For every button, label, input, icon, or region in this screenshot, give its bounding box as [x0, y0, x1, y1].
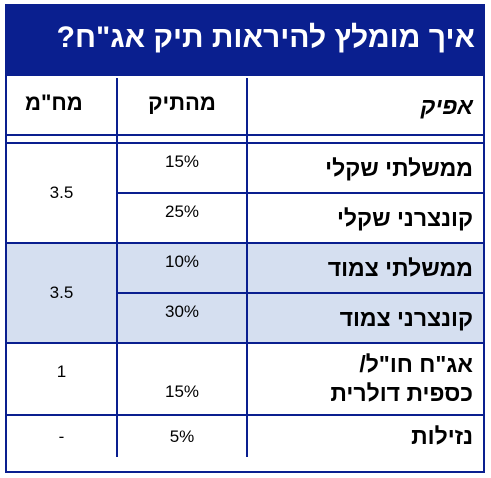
spacer-cell	[116, 134, 248, 144]
allocation-cell: 30%	[117, 292, 248, 344]
table-row: קונצרני שקלי 25%	[7, 192, 483, 244]
allocation-table: אפיק מהתיק מח"מ ממשלתי שקלי 15% 3.5 קונצ…	[7, 78, 483, 457]
header-duration: מח"מ	[7, 78, 118, 136]
asset-name-cell: נזילות	[246, 414, 483, 457]
asset-name-line: אג"ח חו"ל/	[359, 351, 473, 377]
spacer-cell	[7, 134, 118, 144]
duration-cell: -	[7, 414, 118, 457]
asset-name-cell: קונצרני צמוד	[246, 292, 483, 344]
asset-name-cell: אג"ח חו"ל/ כספית דולרית	[246, 342, 483, 416]
allocation-table-card: איך מומלץ להיראות תיק אג"ח? אפיק מהתיק מ…	[5, 4, 485, 473]
table-row: ממשלתי צמוד 10% 3.5	[7, 242, 483, 344]
table-row: קונצרני צמוד 30%	[7, 292, 483, 344]
asset-name-cell: קונצרני שקלי	[246, 192, 483, 244]
page-title: איך מומלץ להיראות תיק אג"ח?	[7, 6, 483, 76]
allocation-cell: 25%	[117, 192, 248, 244]
header-asset-class: אפיק	[246, 78, 483, 136]
duration-cell: 3.5	[7, 142, 118, 244]
header-allocation: מהתיק	[116, 78, 248, 136]
allocation-cell: 15%	[116, 142, 248, 194]
asset-name-line: כספית דולרית	[330, 380, 473, 406]
allocation-cell: 5%	[116, 414, 248, 457]
duration-cell: 3.5	[7, 242, 118, 344]
table-row: נזילות 5% -	[7, 414, 483, 457]
spacer-cell	[246, 134, 483, 144]
asset-name-cell: ממשלתי שקלי	[246, 142, 483, 194]
table-row: אג"ח חו"ל/ כספית דולרית 15% 1	[7, 342, 483, 416]
allocation-cell: 15%	[116, 342, 248, 416]
asset-name-cell: ממשלתי צמוד	[246, 242, 483, 294]
header-spacer-row	[7, 134, 483, 144]
duration-cell: 1	[7, 342, 118, 416]
table-header-row: אפיק מהתיק מח"מ	[7, 78, 483, 136]
allocation-cell: 10%	[116, 242, 248, 294]
table-row: ממשלתי שקלי 15% 3.5	[7, 142, 483, 244]
